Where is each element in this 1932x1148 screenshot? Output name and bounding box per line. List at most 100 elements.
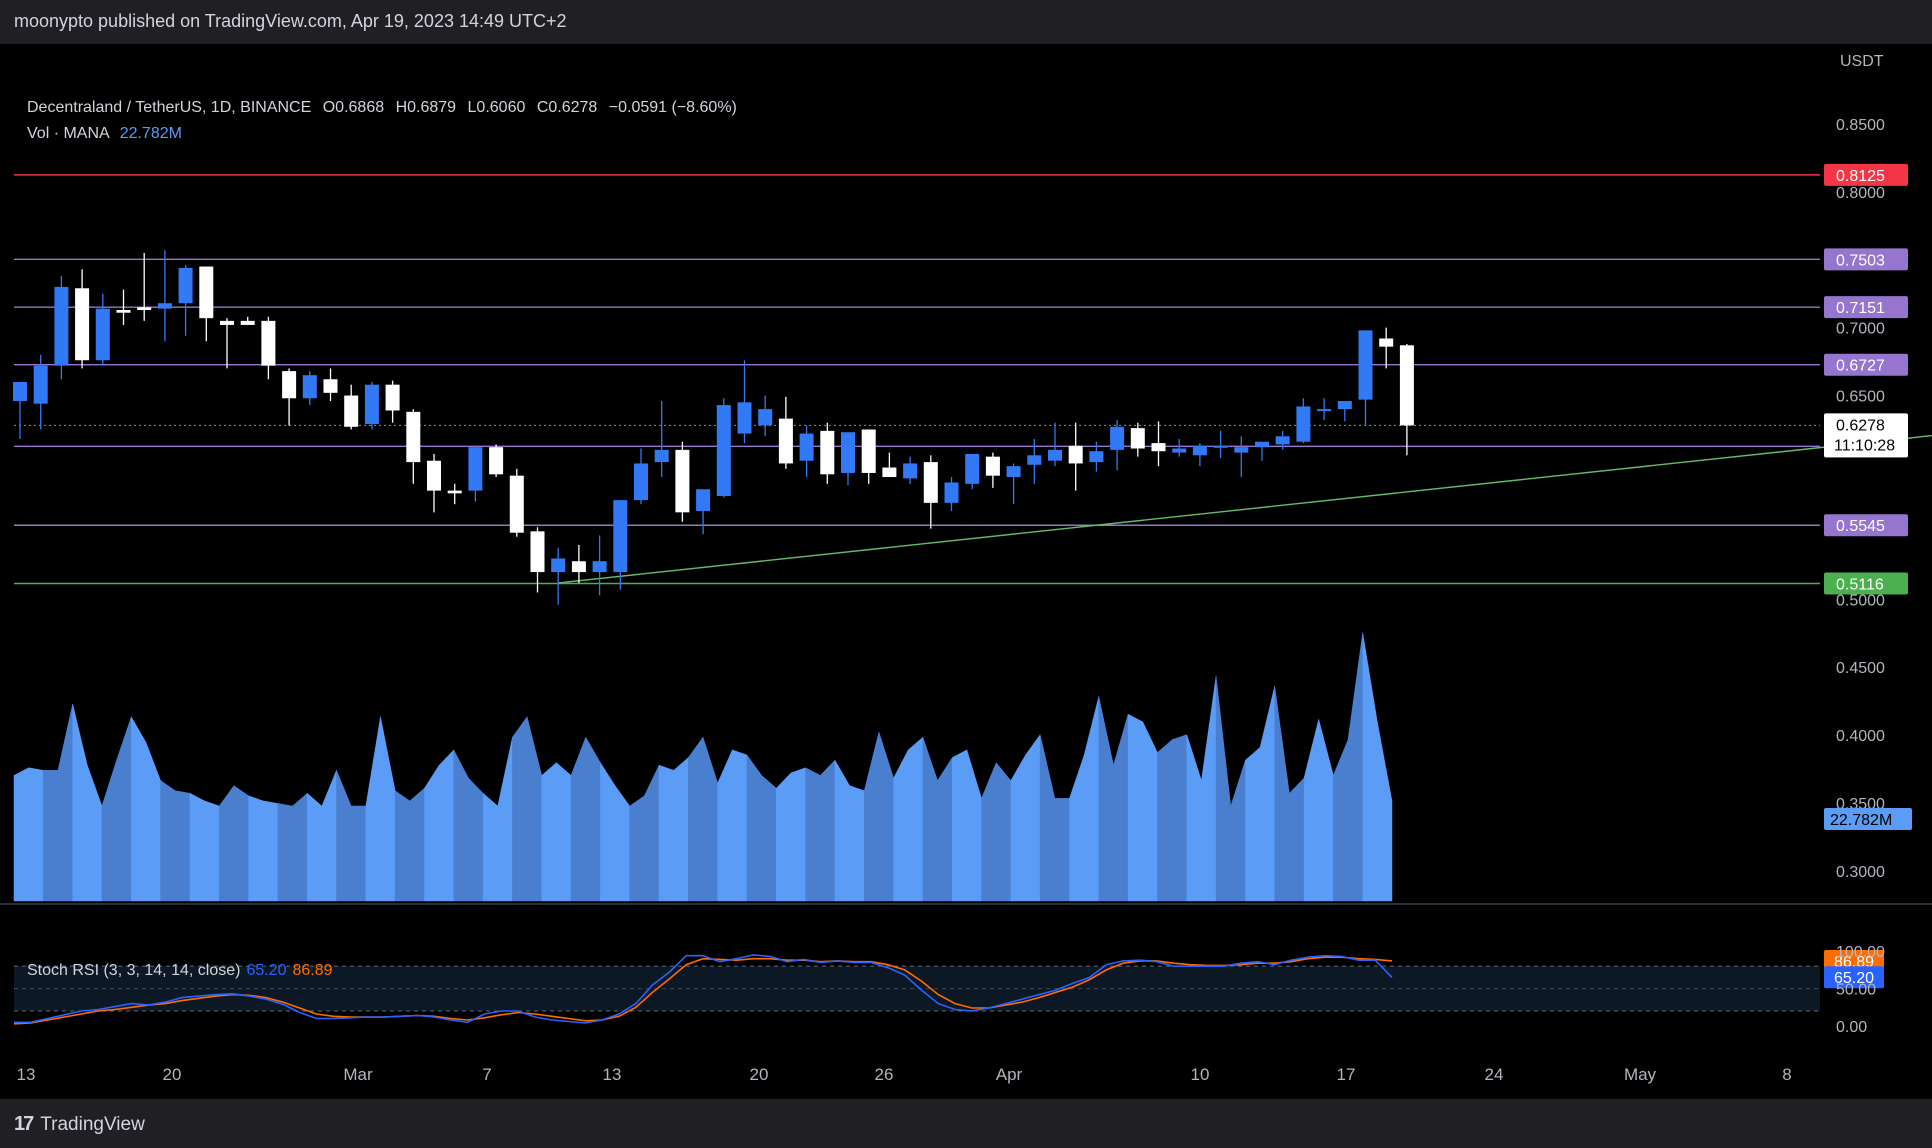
candle-body — [468, 447, 483, 491]
volume-segment — [468, 777, 484, 902]
candle-body — [1379, 338, 1394, 347]
brand-name: TradingView — [40, 1113, 145, 1135]
level-tag — [1824, 353, 1908, 376]
candle-body — [364, 384, 379, 425]
horizontal-levels-layer: 0.81250.75030.71510.67270.61260.55450.51… — [14, 163, 1908, 595]
candle-body — [923, 462, 938, 503]
candle-body — [737, 402, 752, 434]
volume-segment — [175, 790, 191, 902]
candle-body — [820, 430, 835, 475]
volume-segment — [277, 803, 293, 902]
volume-segment — [218, 784, 235, 902]
volume-segment — [541, 762, 557, 902]
ohlc-high: H0.6879 — [395, 99, 457, 116]
volume-value: 22.782M — [119, 125, 182, 142]
candle-body — [116, 309, 131, 313]
candle-body — [75, 288, 90, 361]
candle-body — [1337, 400, 1352, 410]
price-axis-tick-label: 0.8000 — [1836, 185, 1885, 202]
trendline-layer — [558, 434, 1932, 584]
volume-segment — [1142, 721, 1158, 902]
axis-layer: 0.8500 0.8000 0.7000 0.6500 0.5000 0.4500 0.40… — [17, 53, 1912, 1084]
level-tag — [1824, 296, 1908, 319]
symbol-title[interactable]: Decentraland / TetherUS, 1D, BINANCE — [27, 99, 312, 116]
chart-svg[interactable]: 0.81250.75030.71510.67270.61260.55450.51… — [0, 44, 1932, 1099]
candle-body — [178, 267, 193, 304]
candle-body — [385, 384, 400, 411]
candle-body — [592, 561, 607, 573]
candle-body — [675, 449, 690, 513]
time-axis-tick-label: 13 — [603, 1065, 622, 1084]
candle-body — [1151, 443, 1166, 452]
volume-segment — [424, 764, 440, 902]
countdown-label: 11:10:28 — [1834, 437, 1895, 454]
stoch-k-line — [14, 954, 1393, 1024]
candle-body — [778, 418, 793, 464]
level-tag — [1824, 248, 1908, 271]
level-label: 0.5545 — [1836, 518, 1885, 535]
volume-segment — [805, 767, 821, 902]
time-axis-tick-label: Mar — [343, 1065, 373, 1084]
stoch-axis-tick-label: 50.00 — [1836, 982, 1876, 999]
candle-body — [406, 411, 421, 463]
volume-segment — [1054, 798, 1070, 902]
candle-body — [965, 453, 980, 484]
candle-body — [1172, 448, 1187, 453]
top-bar: moonypto published on TradingView.com, A… — [0, 0, 1932, 44]
level-tag — [1824, 163, 1908, 186]
candle-body — [903, 463, 918, 479]
price-axis-tick-label: 0.7000 — [1836, 321, 1885, 338]
level-label: 0.7503 — [1836, 252, 1885, 269]
volume-segment — [907, 736, 924, 902]
level-label: 0.5116 — [1836, 576, 1884, 593]
volume-segment — [438, 749, 455, 902]
time-axis-tick-label: Apr — [996, 1065, 1023, 1084]
volume-segment — [790, 767, 806, 902]
price-axis-tick-label: 0.4500 — [1836, 660, 1885, 677]
candle-body — [137, 307, 152, 310]
candle-body — [1275, 436, 1290, 445]
candle-body — [199, 266, 214, 319]
candle-body — [302, 375, 317, 399]
level-tag — [1824, 514, 1908, 537]
volume-segment — [849, 785, 865, 902]
volume-segment — [658, 764, 674, 902]
time-axis-tick-label: 8 — [1782, 1065, 1791, 1084]
candle-body — [509, 475, 524, 533]
volume-segment — [776, 772, 792, 902]
ohlc-change: −0.0591 (−8.60%) — [608, 99, 737, 116]
volume-segment — [1289, 777, 1305, 902]
volume-segment — [1025, 733, 1041, 902]
volume-segment — [1010, 754, 1026, 902]
chart-area[interactable]: 0.81250.75030.71510.67270.61260.55450.51… — [0, 44, 1932, 1099]
volume-segment — [1127, 713, 1144, 902]
volume-segment — [248, 795, 264, 902]
volume-segment — [394, 790, 411, 902]
candle-body — [758, 409, 773, 426]
volume-legend[interactable]: Vol · MANA 22.782M — [27, 125, 182, 143]
level-label: 0.7151 — [1836, 300, 1885, 317]
tradingview-brand[interactable]: 17 TradingView — [14, 1113, 145, 1136]
volume-segment — [409, 787, 425, 902]
candle-body — [1296, 406, 1311, 442]
volume-tag-label: 22.782M — [1830, 812, 1892, 829]
current-price-label: 0.6278 — [1836, 417, 1885, 434]
candle-body — [1110, 426, 1125, 450]
stoch-k-tag-label: 65.20 — [1834, 970, 1874, 987]
volume-segment — [1245, 746, 1261, 902]
candle-body — [54, 286, 69, 366]
time-axis-tick-label: May — [1624, 1065, 1657, 1084]
time-axis-tick-label: 20 — [163, 1065, 182, 1084]
time-axis-tick-label: 7 — [482, 1065, 491, 1084]
volume-tag — [1824, 808, 1912, 830]
volume-segment — [306, 792, 323, 902]
candle-body — [571, 561, 586, 573]
candle-body — [799, 433, 814, 461]
candle-body — [282, 371, 297, 399]
symbol-legend: Decentraland / TetherUS, 1D, BINANCE O0.… — [27, 99, 744, 117]
candle-body — [1358, 330, 1373, 400]
stoch-rsi-legend[interactable]: Stoch RSI (3, 3, 14, 14, close) 65.20 86.8… — [27, 962, 333, 980]
time-axis-tick-label: 26 — [875, 1065, 894, 1084]
volume-segment — [160, 780, 176, 902]
candle-body — [530, 531, 545, 573]
